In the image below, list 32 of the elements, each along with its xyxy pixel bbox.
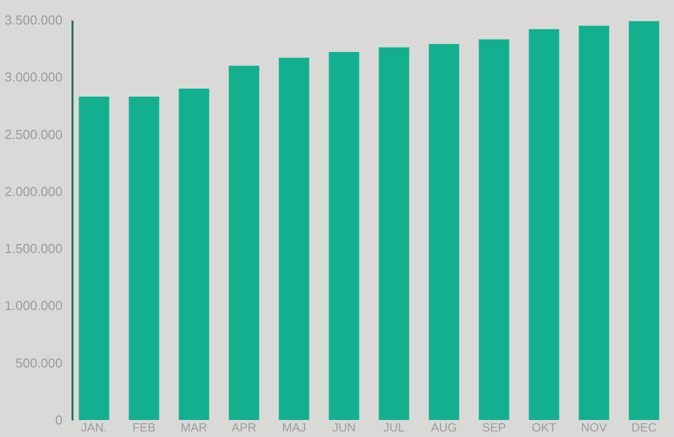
y-tick-label: 0 xyxy=(55,412,62,428)
bar xyxy=(78,96,110,420)
bar xyxy=(578,26,610,420)
bar xyxy=(128,96,160,420)
x-tick-label: AUG xyxy=(430,420,458,434)
y-tick-label: 1.000.000 xyxy=(4,298,62,314)
x-tick-label: SEP xyxy=(482,420,506,434)
x-tick-label: MAJ xyxy=(282,420,306,434)
x-tick-label: JUN xyxy=(332,420,356,434)
bar xyxy=(228,66,260,420)
x-tick-label: NOV xyxy=(580,420,608,434)
bar xyxy=(178,88,210,420)
y-tick-label: 2.500.000 xyxy=(4,126,62,142)
x-tick-label: JUL xyxy=(383,420,405,434)
bar xyxy=(478,39,510,420)
y-tick-label: 3.000.000 xyxy=(4,70,62,85)
x-tick-label: FEB xyxy=(132,420,156,434)
bar xyxy=(328,52,360,420)
y-tick-label: 3.500.000 xyxy=(4,12,62,28)
x-tick-label: DEC xyxy=(631,420,657,434)
y-tick-label: 2.000.000 xyxy=(4,184,62,199)
x-tick-label: OKT xyxy=(532,420,557,434)
y-tick-label: 1.500.000 xyxy=(4,241,62,256)
bar xyxy=(278,58,310,420)
x-tick-label: JAN. xyxy=(80,420,108,434)
bar xyxy=(428,44,460,420)
y-tick-label: 500.000 xyxy=(16,355,62,370)
bar xyxy=(378,47,410,420)
x-tick-label: MAR xyxy=(180,420,208,434)
bar xyxy=(628,21,660,420)
x-tick-label: APR xyxy=(232,420,257,434)
bar xyxy=(528,29,560,420)
